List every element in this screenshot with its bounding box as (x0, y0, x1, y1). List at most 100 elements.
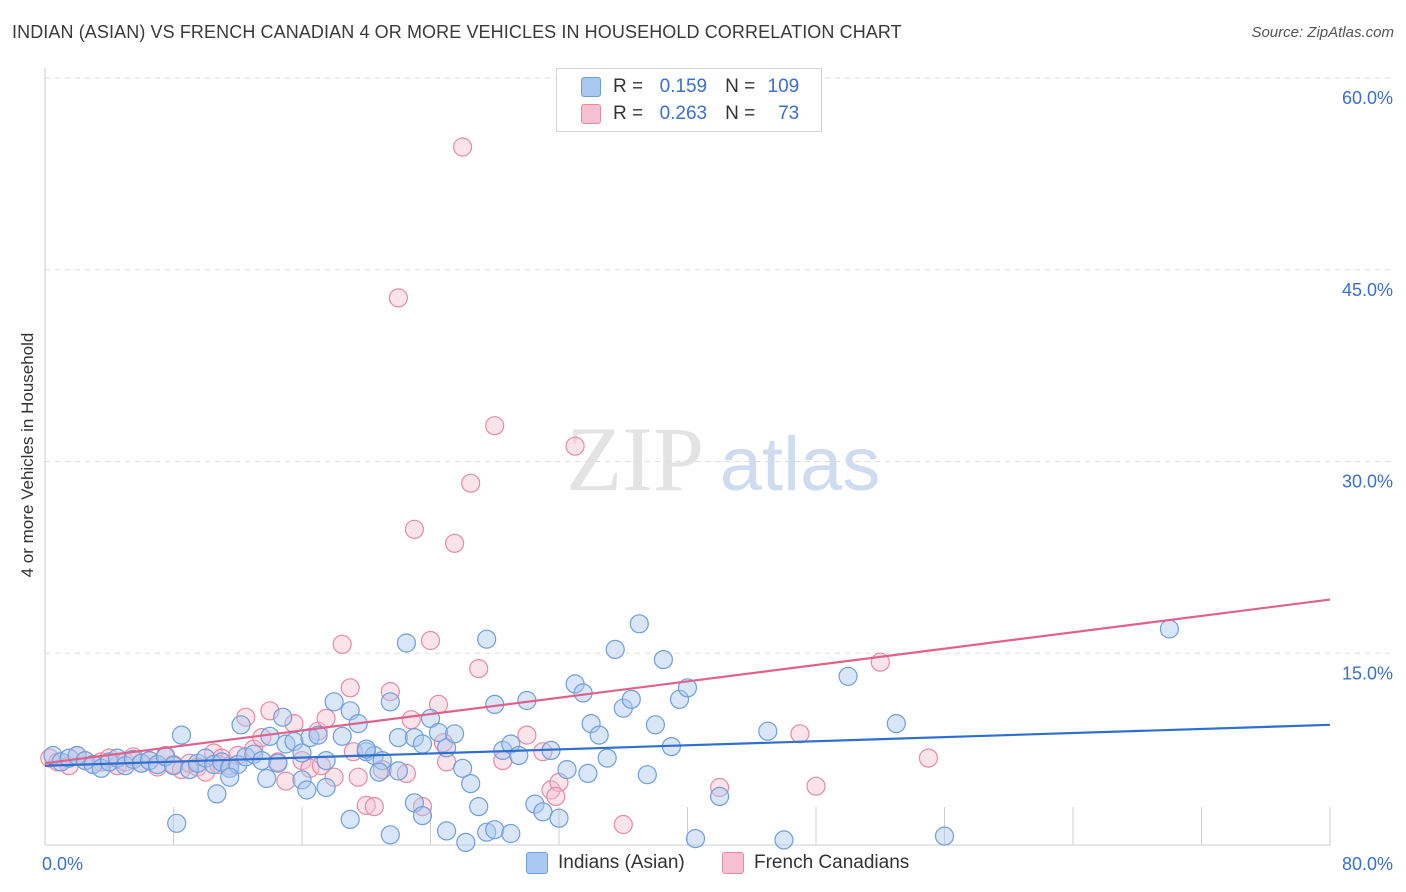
indians-point (316, 750, 336, 771)
series-swatch-indians (526, 852, 548, 874)
legend-n-value: 109 (767, 76, 800, 97)
y-tick-labels: 15.0% 30.0% 45.0% 60.0% (1342, 88, 1393, 683)
indians-point (501, 823, 521, 844)
x-tick-labels: 0.0% 80.0% (42, 854, 1393, 874)
watermark-zip: ZIP (566, 408, 704, 510)
indians-point (356, 739, 376, 759)
gridlines (45, 77, 1390, 654)
french-canadians-point (546, 786, 566, 807)
indians-point (340, 809, 360, 830)
indians-point (437, 821, 457, 841)
indians-point (677, 678, 698, 698)
indians-point (758, 721, 778, 741)
indians-point (1159, 619, 1180, 639)
y-tick-label: 15.0% (1342, 663, 1393, 683)
y-tick-label: 30.0% (1342, 472, 1393, 492)
indians-point (485, 820, 505, 840)
legend-swatch-indians (581, 77, 601, 97)
french-canadians-point (517, 725, 537, 745)
indians-point (369, 762, 389, 782)
indians-point (388, 761, 408, 781)
x-tick-label-min: 0.0% (42, 854, 83, 874)
french-canadians-point (613, 814, 633, 835)
indians-point (533, 802, 553, 822)
indians-point (316, 777, 336, 798)
indians-point (685, 828, 706, 849)
french-canadians-point (316, 708, 336, 729)
series-legend-indians: Indians (Asian) (526, 852, 685, 874)
indians-point (477, 822, 497, 842)
series-legend: Indians (Asian) French Canadians (0, 852, 1406, 878)
indians-point (621, 689, 641, 709)
french-canadians-point (485, 416, 505, 436)
indians-point (236, 747, 256, 767)
indians-point (477, 629, 497, 649)
indians-point (428, 722, 449, 743)
correlation-legend: R = 0.159 N = 109 R = 0.263 N = 73 (556, 68, 822, 132)
indians-point (273, 707, 293, 727)
indians-point (709, 786, 730, 807)
french-canadians-point (396, 763, 416, 784)
indians-point (163, 756, 184, 776)
legend-row-indians: R = 0.159 N = 109 (581, 76, 799, 98)
indians-point (257, 768, 277, 789)
french-canadians-point (453, 137, 473, 157)
french-canadians-point (469, 658, 489, 679)
french-canadians-point (292, 750, 312, 771)
french-canadians-point (340, 678, 360, 698)
indians-point (653, 649, 674, 670)
french-canadians-point (461, 473, 481, 493)
french-canadians-point (364, 796, 384, 817)
indians-point (412, 805, 433, 826)
indians-point (297, 780, 317, 800)
french-canadians-point (806, 776, 826, 796)
indians-point (509, 745, 529, 766)
indians-point (597, 748, 617, 768)
french-canadians-point (401, 710, 421, 730)
indians-point (252, 750, 272, 771)
legend-r-label: R = (613, 76, 644, 97)
indians-point (388, 727, 408, 748)
indians-point (456, 832, 476, 853)
x-tick-label-max: 80.0% (1342, 854, 1393, 874)
french-canadians-point (324, 767, 344, 787)
french-canadians-point (790, 724, 810, 744)
indians-point (669, 689, 690, 709)
indians-point (461, 773, 481, 794)
indians-point (637, 765, 657, 785)
indians-point (412, 734, 433, 754)
indians-point (231, 715, 251, 735)
indians-point (220, 767, 240, 787)
french-canadians-point (380, 681, 400, 702)
indians-point (308, 725, 328, 745)
indians-point (549, 808, 569, 828)
axes (44, 68, 1331, 846)
indians-point (589, 725, 609, 745)
indians-point (605, 639, 625, 660)
watermark-atlas: atlas (720, 422, 881, 507)
french-canadians-point (300, 758, 320, 778)
indians-point (629, 614, 649, 634)
indians-point (934, 826, 955, 846)
indians-point (774, 830, 794, 850)
french-canadians-point (420, 630, 441, 651)
legend-n-value: 73 (778, 103, 800, 124)
legend-n-label: N = (725, 76, 756, 97)
series-label-french-canadians: French Canadians (754, 852, 910, 873)
indians-point (292, 770, 312, 790)
indians-point (469, 796, 489, 817)
indians-point (171, 725, 192, 745)
indians-trend-line (44, 723, 1331, 767)
french-canadians-point (332, 634, 352, 654)
french-canadians-point (348, 767, 368, 787)
indians-point (645, 715, 666, 735)
legend-r-value: 0.263 (659, 103, 708, 124)
french-canadians-point (388, 288, 408, 308)
legend-n-label: N = (725, 103, 756, 124)
indians-point (268, 753, 288, 773)
french-canadians-point (276, 771, 296, 791)
indians-point (578, 763, 598, 784)
indians-point (557, 759, 577, 780)
indians-point (525, 794, 545, 814)
